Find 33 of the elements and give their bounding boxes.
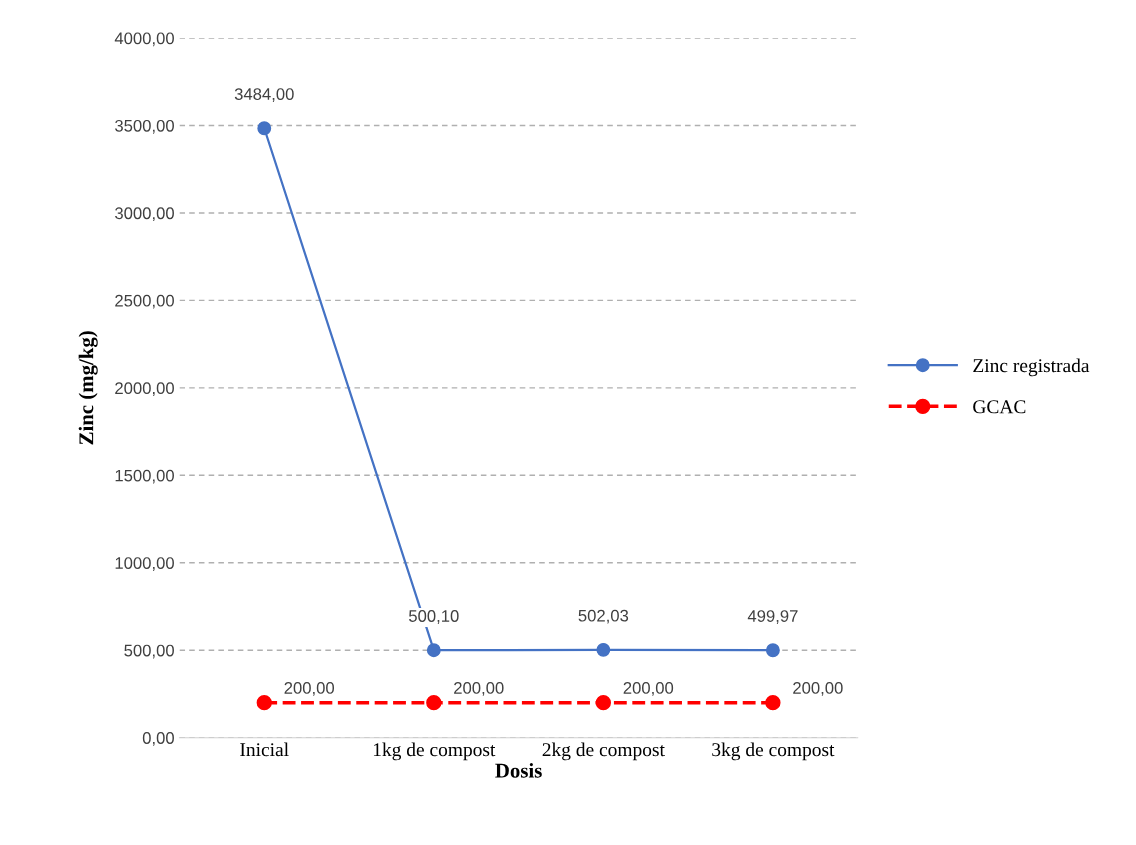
y-tick-label: 1500,00	[115, 469, 174, 484]
point	[426, 643, 441, 658]
y-tick-label: 4000,00	[114, 32, 174, 47]
data-label: 502,03	[578, 609, 629, 624]
point	[256, 695, 272, 711]
point	[595, 695, 611, 711]
data-label: 499,97	[747, 610, 798, 624]
y-tick-label: 2000,00	[115, 382, 174, 397]
data-label: 200,00	[454, 682, 504, 696]
point	[257, 121, 272, 136]
data-label: 200,00	[793, 682, 843, 696]
x-tick-label: Inicial	[240, 742, 289, 757]
point	[765, 695, 781, 711]
point	[596, 642, 611, 657]
x-tick-label: 3kg de compost	[712, 742, 835, 761]
x-tick-label: 1kg de compost	[373, 742, 496, 761]
data-label: 500,10	[408, 610, 459, 624]
x-tick-label: 2kg de compost	[542, 742, 665, 761]
y-tick-label: 500,00	[124, 644, 174, 659]
data-label: 200,00	[623, 682, 674, 696]
y-tick-label: 3000,00	[115, 207, 174, 222]
x-axis-title: Dosis	[495, 763, 542, 778]
data-label: 200,00	[284, 682, 335, 696]
y-tick-label: 0,00	[142, 732, 174, 746]
legend-label: Zinc registrada	[973, 358, 1090, 377]
y-tick-label: 3500,00	[115, 119, 174, 134]
point	[426, 695, 442, 711]
legend-label: GCAC	[973, 400, 1026, 414]
y-tick-label: 2500,00	[115, 294, 174, 309]
point	[765, 643, 780, 658]
y-tick-label: 1000,00	[115, 557, 174, 571]
y-axis-title: Zinc (mg/kg)	[78, 331, 98, 445]
data-label: 3484,00	[234, 88, 294, 102]
